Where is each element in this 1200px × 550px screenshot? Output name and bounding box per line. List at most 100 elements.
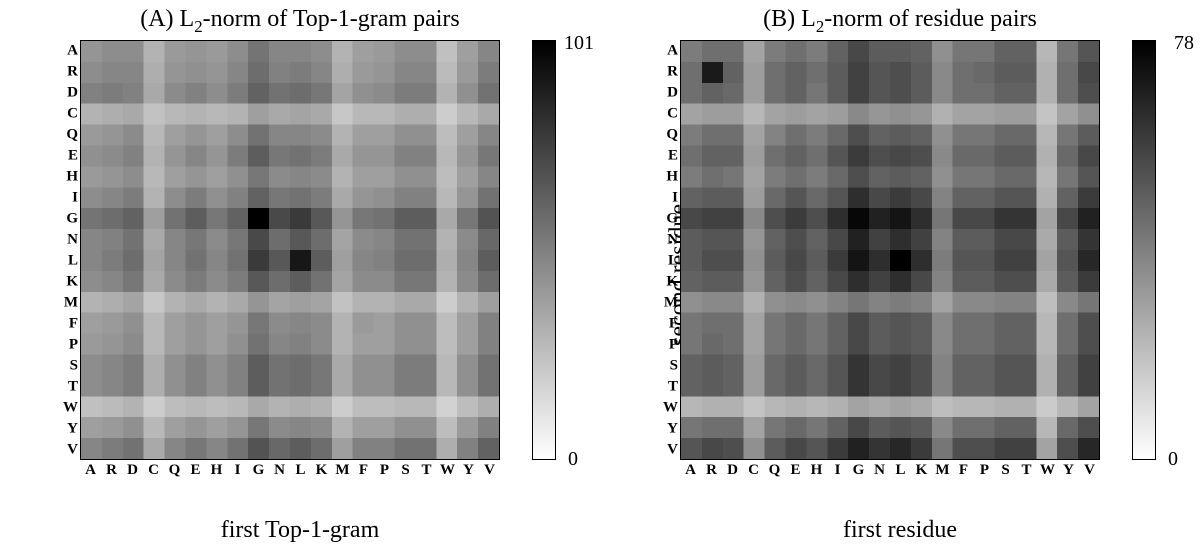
ytick-label: H bbox=[56, 168, 78, 185]
xtick-label: Q bbox=[769, 462, 781, 479]
xtick-label: W bbox=[440, 462, 455, 479]
xtick-label: K bbox=[316, 462, 328, 479]
ytick-label: R bbox=[56, 63, 78, 80]
panel-a-cb-min: 0 bbox=[568, 448, 578, 471]
xtick-label: Q bbox=[169, 462, 181, 479]
xtick-label: V bbox=[1084, 462, 1095, 479]
ytick-label: I bbox=[56, 189, 78, 206]
ytick-label: R bbox=[656, 63, 678, 80]
panel-b-colorbar bbox=[1132, 40, 1156, 460]
panel-b-xlabel: first residue bbox=[600, 517, 1200, 544]
ytick-label: Y bbox=[56, 420, 78, 437]
ytick-label: M bbox=[56, 294, 78, 311]
xtick-label: P bbox=[380, 462, 389, 479]
panel-b-cb-max: 78 bbox=[1174, 32, 1194, 55]
xtick-label: G bbox=[853, 462, 865, 479]
ytick-label: C bbox=[56, 105, 78, 122]
panel-a-heatmap-area bbox=[80, 40, 500, 460]
xtick-label: E bbox=[790, 462, 800, 479]
panel-b-colorbar-gradient bbox=[1133, 41, 1155, 459]
xtick-label: Y bbox=[1063, 462, 1074, 479]
xtick-label: G bbox=[253, 462, 265, 479]
ytick-label: T bbox=[656, 378, 678, 395]
ytick-label: W bbox=[656, 399, 678, 416]
ytick-label: F bbox=[656, 315, 678, 332]
xtick-label: F bbox=[359, 462, 368, 479]
xtick-label: L bbox=[295, 462, 305, 479]
ytick-label: E bbox=[56, 147, 78, 164]
panel-b-xticks: ARDCQEHIGNLKMFPSTWYV bbox=[680, 462, 1100, 484]
panel-a-cb-max: 101 bbox=[564, 32, 594, 55]
xtick-label: C bbox=[748, 462, 759, 479]
xtick-label: E bbox=[190, 462, 200, 479]
ytick-label: M bbox=[656, 294, 678, 311]
ytick-label: V bbox=[56, 441, 78, 458]
xtick-label: L bbox=[895, 462, 905, 479]
ytick-label: S bbox=[656, 357, 678, 374]
ytick-label: E bbox=[656, 147, 678, 164]
ytick-label: T bbox=[56, 378, 78, 395]
xtick-label: I bbox=[235, 462, 241, 479]
ytick-label: D bbox=[56, 84, 78, 101]
panel-a-title: (A) L2-norm of Top-1-gram pairs bbox=[0, 6, 600, 37]
ytick-label: C bbox=[656, 105, 678, 122]
ytick-label: Y bbox=[656, 420, 678, 437]
ytick-label: H bbox=[656, 168, 678, 185]
figure-container: (A) L2-norm of Top-1-gram pairs second T… bbox=[0, 0, 1200, 550]
panel-b-title: (B) L2-norm of residue pairs bbox=[600, 6, 1200, 37]
xtick-label: R bbox=[106, 462, 117, 479]
xtick-label: A bbox=[685, 462, 696, 479]
ytick-label: K bbox=[656, 273, 678, 290]
xtick-label: P bbox=[980, 462, 989, 479]
panel-b-cb-min: 0 bbox=[1168, 448, 1178, 471]
xtick-label: T bbox=[1021, 462, 1031, 479]
panel-a-colorbar-gradient bbox=[533, 41, 555, 459]
panel-a-xticks: ARDCQEHIGNLKMFPSTWYV bbox=[80, 462, 500, 484]
xtick-label: N bbox=[874, 462, 885, 479]
panel-b-heatmap-area bbox=[680, 40, 1100, 460]
ytick-label: W bbox=[56, 399, 78, 416]
xtick-label: M bbox=[335, 462, 349, 479]
ytick-label: N bbox=[56, 231, 78, 248]
ytick-label: D bbox=[656, 84, 678, 101]
ytick-label: I bbox=[656, 189, 678, 206]
panel-a-xlabel: first Top-1-gram bbox=[0, 517, 600, 544]
ytick-label: G bbox=[656, 210, 678, 227]
ytick-label: A bbox=[56, 42, 78, 59]
panel-a-yticks: ARDCQEHIGNLKMFPSTWYV bbox=[56, 40, 78, 460]
ytick-label: S bbox=[56, 357, 78, 374]
ytick-label: A bbox=[656, 42, 678, 59]
xtick-label: R bbox=[706, 462, 717, 479]
panel-a-heatmap bbox=[81, 41, 499, 459]
panel-b-yticks: ARDCQEHIGNLKMFPSTWYV bbox=[656, 40, 678, 460]
ytick-label: P bbox=[56, 336, 78, 353]
panel-b: (B) L2-norm of residue pairs second resi… bbox=[600, 0, 1200, 550]
ytick-label: N bbox=[656, 231, 678, 248]
xtick-label: A bbox=[85, 462, 96, 479]
ytick-label: L bbox=[56, 252, 78, 269]
ytick-label: F bbox=[56, 315, 78, 332]
ytick-label: P bbox=[656, 336, 678, 353]
xtick-label: C bbox=[148, 462, 159, 479]
panel-a-colorbar bbox=[532, 40, 556, 460]
ytick-label: L bbox=[656, 252, 678, 269]
ytick-label: Q bbox=[56, 126, 78, 143]
ytick-label: G bbox=[56, 210, 78, 227]
xtick-label: F bbox=[959, 462, 968, 479]
xtick-label: D bbox=[727, 462, 738, 479]
ytick-label: V bbox=[656, 441, 678, 458]
xtick-label: H bbox=[211, 462, 223, 479]
panel-a: (A) L2-norm of Top-1-gram pairs second T… bbox=[0, 0, 600, 550]
xtick-label: W bbox=[1040, 462, 1055, 479]
xtick-label: M bbox=[935, 462, 949, 479]
xtick-label: K bbox=[916, 462, 928, 479]
xtick-label: H bbox=[811, 462, 823, 479]
xtick-label: Y bbox=[463, 462, 474, 479]
ytick-label: K bbox=[56, 273, 78, 290]
xtick-label: V bbox=[484, 462, 495, 479]
xtick-label: S bbox=[1001, 462, 1009, 479]
panel-b-heatmap bbox=[681, 41, 1099, 459]
xtick-label: I bbox=[835, 462, 841, 479]
xtick-label: N bbox=[274, 462, 285, 479]
xtick-label: D bbox=[127, 462, 138, 479]
